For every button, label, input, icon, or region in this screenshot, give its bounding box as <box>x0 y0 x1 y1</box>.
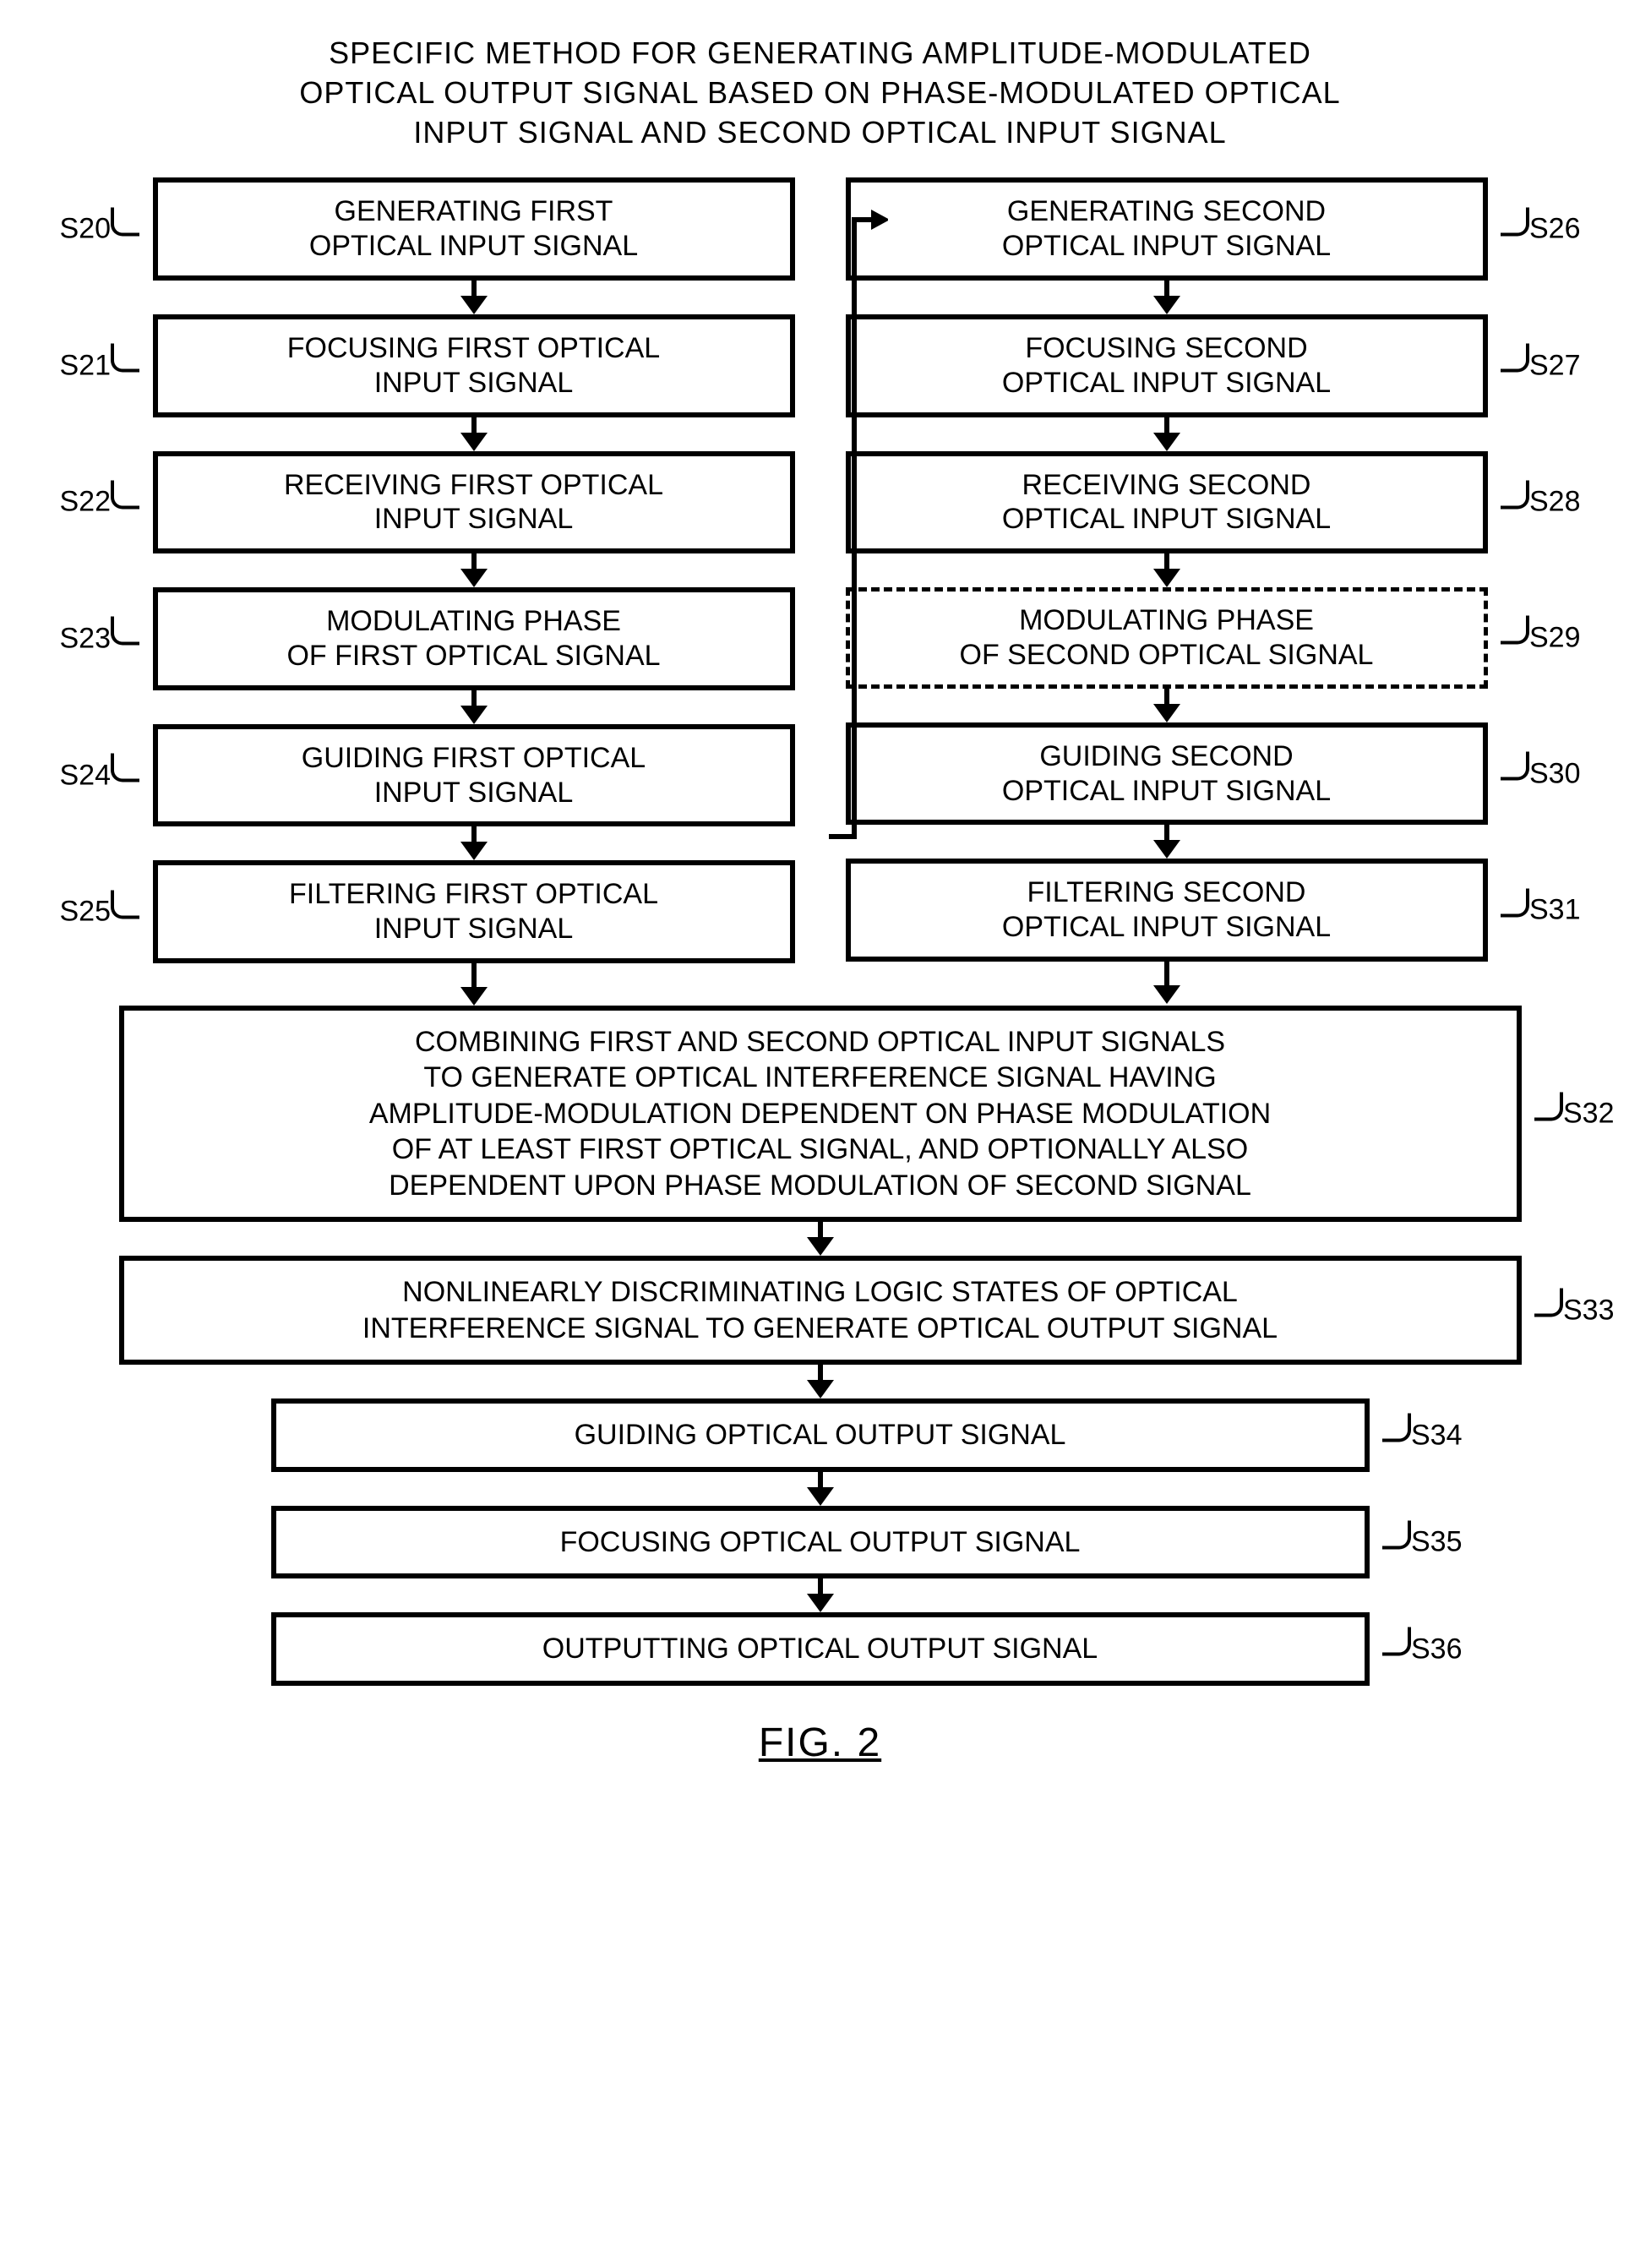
down-arrow-icon <box>1153 962 1180 1004</box>
step-row: GENERATING SECOND OPTICAL INPUT SIGNAL S… <box>846 177 1488 281</box>
down-arrow-icon <box>460 690 488 724</box>
step-box: FILTERING SECOND OPTICAL INPUT SIGNAL <box>846 859 1488 962</box>
step-row: S20 GENERATING FIRST OPTICAL INPUT SIGNA… <box>153 177 795 281</box>
step-label: S21 <box>60 349 145 382</box>
step-label: S24 <box>60 759 145 792</box>
down-arrow-icon <box>1153 553 1180 587</box>
down-arrow-icon <box>807 1578 834 1612</box>
down-arrow-icon <box>807 1365 834 1398</box>
down-arrow-icon <box>460 963 488 1006</box>
step-row: S22 RECEIVING FIRST OPTICAL INPUT SIGNAL <box>153 451 795 554</box>
down-arrow-icon <box>1153 689 1180 722</box>
step-label: S22 <box>60 486 145 519</box>
step-row: MODULATING PHASE OF SECOND OPTICAL SIGNA… <box>846 587 1488 689</box>
down-arrow-icon <box>807 1472 834 1506</box>
step-box: FOCUSING FIRST OPTICAL INPUT SIGNAL <box>153 314 795 417</box>
step-box: RECEIVING FIRST OPTICAL INPUT SIGNAL <box>153 451 795 554</box>
down-arrow-icon <box>807 1222 834 1256</box>
step-row: FILTERING SECOND OPTICAL INPUT SIGNAL S3… <box>846 859 1488 962</box>
step-label: S30 <box>1496 757 1581 790</box>
out-box: FOCUSING OPTICAL OUTPUT SIGNAL <box>271 1506 1370 1579</box>
figure-label: FIG. 2 <box>60 1720 1581 1766</box>
step-row: S24 GUIDING FIRST OPTICAL INPUT SIGNAL <box>153 724 795 827</box>
down-arrow-icon <box>1153 825 1180 859</box>
down-arrow-icon <box>460 417 488 451</box>
step-box: FILTERING FIRST OPTICAL INPUT SIGNAL <box>153 860 795 963</box>
down-arrow-icon <box>460 826 488 860</box>
out-row: OUTPUTTING OPTICAL OUTPUT SIGNAL S36 <box>60 1612 1581 1686</box>
step-label: S31 <box>1496 894 1581 927</box>
down-arrow-icon <box>1153 417 1180 451</box>
step-label: S23 <box>60 622 145 655</box>
step-label: S28 <box>1496 486 1581 519</box>
cross-connector-icon <box>829 177 888 870</box>
title-line: OPTICAL OUTPUT SIGNAL BASED ON PHASE-MOD… <box>299 75 1340 110</box>
step-label: S25 <box>60 896 145 929</box>
out-box: GUIDING OPTICAL OUTPUT SIGNAL <box>271 1398 1370 1472</box>
step-box-optional: MODULATING PHASE OF SECOND OPTICAL SIGNA… <box>846 587 1488 689</box>
step-label: S32 <box>1529 1098 1615 1131</box>
step-label: S29 <box>1496 621 1581 654</box>
step-box: MODULATING PHASE OF FIRST OPTICAL SIGNAL <box>153 587 795 690</box>
page-title: SPECIFIC METHOD FOR GENERATING AMPLITUDE… <box>60 34 1581 152</box>
step-box: GENERATING FIRST OPTICAL INPUT SIGNAL <box>153 177 795 281</box>
step-row: S25 FILTERING FIRST OPTICAL INPUT SIGNAL <box>153 860 795 963</box>
step-label: S27 <box>1496 349 1581 382</box>
out-row: GUIDING OPTICAL OUTPUT SIGNAL S34 <box>60 1398 1581 1506</box>
out-box: OUTPUTTING OPTICAL OUTPUT SIGNAL <box>271 1612 1370 1686</box>
left-column: S20 GENERATING FIRST OPTICAL INPUT SIGNA… <box>153 177 795 1006</box>
discriminate-row: NONLINEARLY DISCRIMINATING LOGIC STATES … <box>60 1256 1581 1398</box>
step-row: GUIDING SECOND OPTICAL INPUT SIGNAL S30 <box>846 722 1488 826</box>
right-column: GENERATING SECOND OPTICAL INPUT SIGNAL S… <box>846 177 1488 1006</box>
step-box: RECEIVING SECOND OPTICAL INPUT SIGNAL <box>846 451 1488 554</box>
step-label: S33 <box>1529 1294 1615 1327</box>
step-label: S20 <box>60 213 145 246</box>
step-box: GENERATING SECOND OPTICAL INPUT SIGNAL <box>846 177 1488 281</box>
step-box: FOCUSING SECOND OPTICAL INPUT SIGNAL <box>846 314 1488 417</box>
step-label: S35 <box>1377 1526 1463 1559</box>
step-box: GUIDING SECOND OPTICAL INPUT SIGNAL <box>846 722 1488 826</box>
combine-row: COMBINING FIRST AND SECOND OPTICAL INPUT… <box>60 1006 1581 1257</box>
discriminate-box: NONLINEARLY DISCRIMINATING LOGIC STATES … <box>119 1256 1522 1365</box>
title-line: INPUT SIGNAL AND SECOND OPTICAL INPUT SI… <box>413 115 1226 150</box>
two-column-flow: S20 GENERATING FIRST OPTICAL INPUT SIGNA… <box>60 177 1581 1006</box>
step-row: FOCUSING SECOND OPTICAL INPUT SIGNAL S27 <box>846 314 1488 417</box>
title-line: SPECIFIC METHOD FOR GENERATING AMPLITUDE… <box>329 35 1311 70</box>
step-row: S23 MODULATING PHASE OF FIRST OPTICAL SI… <box>153 587 795 690</box>
step-label: S36 <box>1377 1633 1463 1666</box>
step-row: S21 FOCUSING FIRST OPTICAL INPUT SIGNAL <box>153 314 795 417</box>
step-row: RECEIVING SECOND OPTICAL INPUT SIGNAL S2… <box>846 451 1488 554</box>
down-arrow-icon <box>460 553 488 587</box>
down-arrow-icon <box>1153 281 1180 314</box>
combine-box: COMBINING FIRST AND SECOND OPTICAL INPUT… <box>119 1006 1522 1223</box>
step-label: S26 <box>1496 213 1581 246</box>
step-label: S34 <box>1377 1419 1463 1452</box>
step-box: GUIDING FIRST OPTICAL INPUT SIGNAL <box>153 724 795 827</box>
page: SPECIFIC METHOD FOR GENERATING AMPLITUDE… <box>60 34 1581 1766</box>
down-arrow-icon <box>460 281 488 314</box>
out-row: FOCUSING OPTICAL OUTPUT SIGNAL S35 <box>60 1506 1581 1613</box>
